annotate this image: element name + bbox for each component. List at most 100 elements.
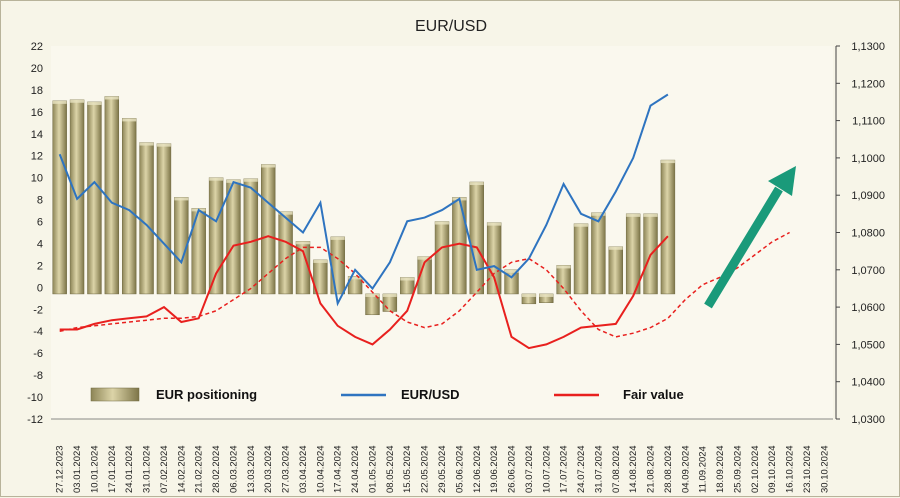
position-bar-cap xyxy=(417,256,432,260)
position-bar-cap xyxy=(122,118,137,122)
y-left-tick-label: -8 xyxy=(33,370,43,382)
x-tick-label: 26.06.2024 xyxy=(507,445,518,493)
y-left-tick-label: 22 xyxy=(31,41,43,53)
trend-arrow-icon xyxy=(704,166,796,309)
position-bar-cap xyxy=(626,213,641,217)
position-bar xyxy=(660,159,676,295)
x-tick-label: 02.10.2024 xyxy=(750,445,761,493)
position-bar xyxy=(469,181,484,295)
y-right-tick-label: 1,0800 xyxy=(851,228,885,240)
legend-label-fair-value: Fair value xyxy=(623,387,684,402)
x-tick-label: 30.10.2024 xyxy=(819,445,830,493)
position-bar xyxy=(191,208,206,295)
x-tick-label: 29.05.2024 xyxy=(437,445,448,493)
x-tick-label: 07.08.2024 xyxy=(611,445,622,493)
legend-label-positioning: EUR positioning xyxy=(156,387,257,402)
position-bar-cap xyxy=(556,265,571,269)
position-bar-cap xyxy=(365,293,380,297)
x-tick-label: 27.03.2024 xyxy=(281,445,292,493)
y-right-tick-label: 1,0600 xyxy=(851,302,885,314)
trend-arrow-shaft xyxy=(704,186,783,309)
x-tick-label: 08.05.2024 xyxy=(385,445,396,493)
x-tick-label: 28.02.2024 xyxy=(211,445,222,493)
position-bar-cap xyxy=(487,222,502,226)
position-bar xyxy=(434,221,450,295)
x-tick-label: 18.09.2024 xyxy=(715,445,726,493)
lines-group xyxy=(58,93,790,350)
y-right-tick-label: 1,1300 xyxy=(851,41,885,53)
x-tick-label: 21.08.2024 xyxy=(646,445,657,493)
position-bar xyxy=(208,177,224,295)
position-bar-cap xyxy=(70,99,85,103)
y-left-tick-label: -2 xyxy=(33,304,43,316)
position-bar xyxy=(139,142,154,295)
x-tick-label: 01.05.2024 xyxy=(367,445,378,493)
position-bar-cap xyxy=(539,293,554,297)
x-tick-label: 14.02.2024 xyxy=(176,445,187,493)
y-right-tick-label: 1,0500 xyxy=(851,339,885,351)
eurusd-line xyxy=(58,93,669,307)
position-bar-cap xyxy=(296,241,310,245)
position-bar-cap xyxy=(243,178,258,182)
bars-group xyxy=(52,96,676,316)
y-right-tick-label: 1,0900 xyxy=(851,190,885,202)
position-bar xyxy=(243,178,259,295)
position-bar xyxy=(330,236,345,295)
x-tick-label: 10.01.2024 xyxy=(89,445,100,493)
x-tick-label: 13.03.2024 xyxy=(246,445,257,493)
position-bar-cap xyxy=(87,101,102,105)
position-bar-cap xyxy=(261,164,276,168)
fair-value-forecast-line xyxy=(59,231,790,338)
x-tick-label: 16.10.2024 xyxy=(785,445,796,493)
y-left-tick-label: -4 xyxy=(33,326,43,338)
x-tick-label: 03.01.2024 xyxy=(72,445,83,493)
x-tick-label: 11.09.2024 xyxy=(698,446,709,493)
position-bar-cap xyxy=(660,160,675,164)
x-tick-label: 03.07.2024 xyxy=(524,445,535,493)
position-bar-cap xyxy=(52,100,67,104)
x-tick-label: 20.03.2024 xyxy=(263,445,274,493)
x-tick-label: 23.10.2024 xyxy=(802,445,813,493)
y-left-tick-label: 4 xyxy=(37,238,43,250)
position-bar xyxy=(52,100,67,295)
x-tick-label: 24.01.2024 xyxy=(124,445,135,493)
x-tick-label: 17.01.2024 xyxy=(107,445,118,493)
x-tick-label: 06.03.2024 xyxy=(228,445,239,493)
position-bar-cap xyxy=(591,212,606,216)
x-tick-label: 24.07.2024 xyxy=(576,445,587,493)
x-tick-label: 03.04.2024 xyxy=(298,445,309,493)
x-tick-label: 07.02.2024 xyxy=(159,445,170,493)
position-bar xyxy=(87,101,102,295)
y-left-tick-label: 14 xyxy=(31,129,43,141)
position-bar-cap xyxy=(278,211,293,215)
position-bar-cap xyxy=(435,221,449,225)
x-tick-label: 09.10.2024 xyxy=(767,445,778,493)
position-bar-cap xyxy=(574,223,588,227)
x-tick-label: 28.08.2024 xyxy=(663,445,674,493)
y-left-tick-label: 8 xyxy=(37,195,43,207)
x-tick-label: 27.12.2023 xyxy=(55,445,66,493)
trend-arrow-head xyxy=(768,166,796,196)
position-bar-cap xyxy=(504,269,519,273)
x-tick-label: 17.07.2024 xyxy=(559,445,570,493)
y-right-tick-label: 1,1100 xyxy=(852,116,885,128)
x-tick-label: 10.07.2024 xyxy=(541,445,552,493)
x-tick-label: 15.05.2024 xyxy=(402,445,413,493)
position-bar-cap xyxy=(313,259,328,263)
x-tick-label: 31.07.2024 xyxy=(593,445,604,493)
y-right-tick-label: 1,0400 xyxy=(851,377,885,389)
x-tick-label: 17.04.2024 xyxy=(333,445,344,493)
position-bar-cap xyxy=(643,213,658,217)
y-left-tick-label: 2 xyxy=(37,260,43,272)
y-right-tick-label: 1,0300 xyxy=(851,414,885,426)
position-bar-cap xyxy=(608,246,623,250)
y-left-tick-label: 12 xyxy=(31,151,43,163)
position-bar-cap xyxy=(469,182,484,186)
position-bar-cap xyxy=(174,197,189,201)
y-left-tick-label: 10 xyxy=(31,173,43,185)
position-bar xyxy=(591,212,606,295)
position-bar xyxy=(278,211,293,295)
position-bar xyxy=(486,222,502,295)
